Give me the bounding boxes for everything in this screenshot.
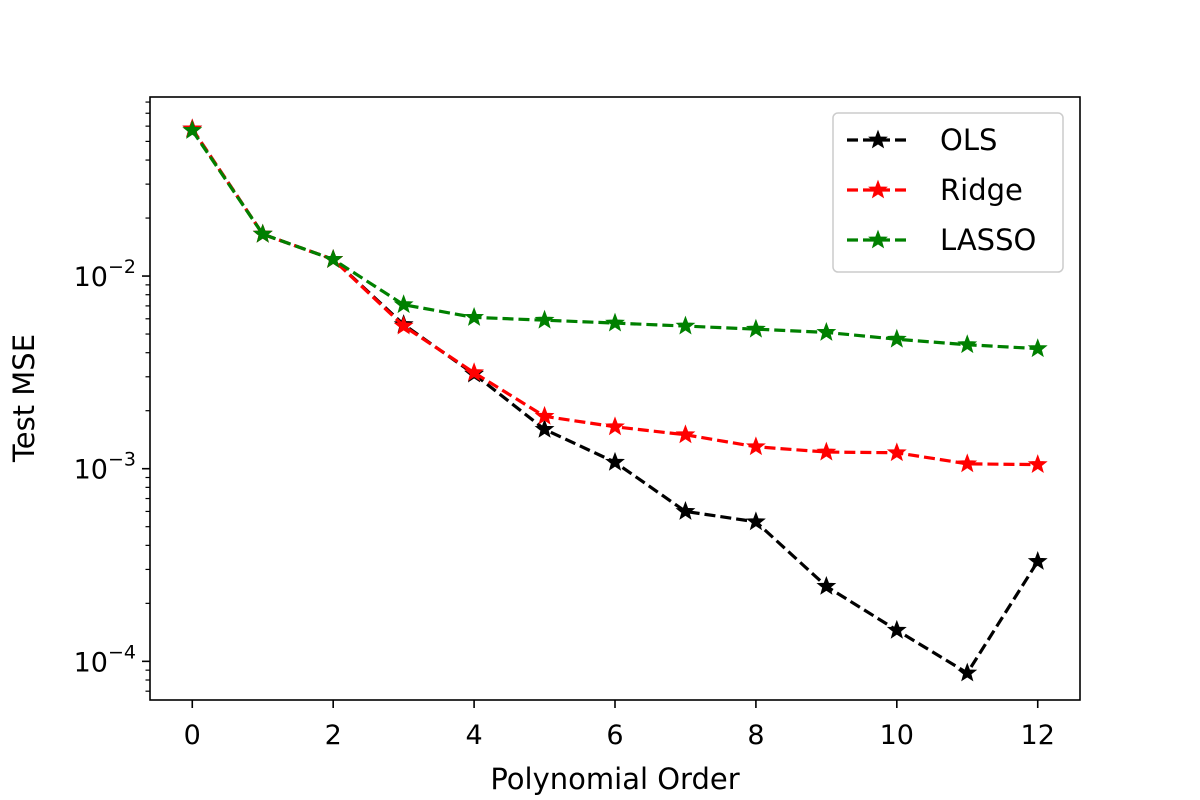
data-point [886, 619, 907, 639]
y-tick-label: 10−2 [74, 256, 136, 293]
y-tick-label: 10−4 [74, 641, 136, 678]
legend-label: Ridge [940, 173, 1023, 207]
legend-marker [868, 129, 888, 149]
legend-marker [868, 179, 888, 199]
data-point [534, 309, 555, 329]
data-point [816, 575, 837, 595]
legend-box [832, 112, 1064, 273]
legend-label: OLS [940, 123, 997, 157]
data-point [393, 315, 414, 335]
ticks-layer: 0 2 4 6 8 10 12 10−2 10−3 10−4 [74, 101, 1055, 751]
data-point [534, 405, 555, 425]
data-point [957, 453, 978, 473]
legend-item-ridge: Ridge [847, 173, 1023, 207]
legend-item-ols: OLS [847, 123, 997, 157]
data-point [745, 318, 766, 338]
data-point [1027, 338, 1048, 358]
data-point [534, 418, 555, 438]
x-tick-label: 4 [465, 720, 482, 751]
x-tick-label: 8 [747, 720, 764, 751]
data-point [816, 321, 837, 341]
y-axis-label: Test MSE [7, 334, 41, 463]
data-point [675, 424, 696, 444]
x-tick-label: 2 [325, 720, 342, 751]
data-point [957, 334, 978, 354]
data-point [252, 223, 273, 243]
data-point [675, 315, 696, 335]
legend-label: LASSO [940, 223, 1036, 257]
plot-frame [149, 96, 1081, 701]
legend: OLS Ridge LASSO [832, 112, 1064, 273]
data-point [675, 501, 696, 520]
data-point [886, 328, 907, 348]
series-layer [182, 118, 1048, 682]
data-point [605, 416, 625, 436]
data-point [464, 306, 485, 326]
data-point [745, 511, 766, 531]
series-lasso [182, 120, 1048, 358]
legend-marker [868, 229, 888, 249]
data-point [816, 441, 837, 461]
data-point [182, 120, 203, 139]
x-tick-label: 10 [880, 720, 914, 751]
data-point [957, 662, 978, 682]
data-point [886, 442, 907, 462]
data-point [464, 362, 485, 382]
data-point [1027, 551, 1048, 570]
legend-item-lasso: LASSO [847, 223, 1036, 257]
data-point [323, 248, 344, 268]
x-tick-label: 6 [606, 720, 623, 751]
x-tick-label: 12 [1021, 720, 1055, 751]
data-point [605, 312, 625, 332]
data-point [1027, 454, 1048, 474]
y-tick-label: 10−3 [74, 449, 136, 486]
x-axis-label: Polynomial Order [490, 762, 739, 796]
data-point [605, 451, 625, 471]
data-point [393, 294, 414, 314]
data-point [745, 436, 766, 456]
x-tick-label: 0 [184, 720, 201, 751]
